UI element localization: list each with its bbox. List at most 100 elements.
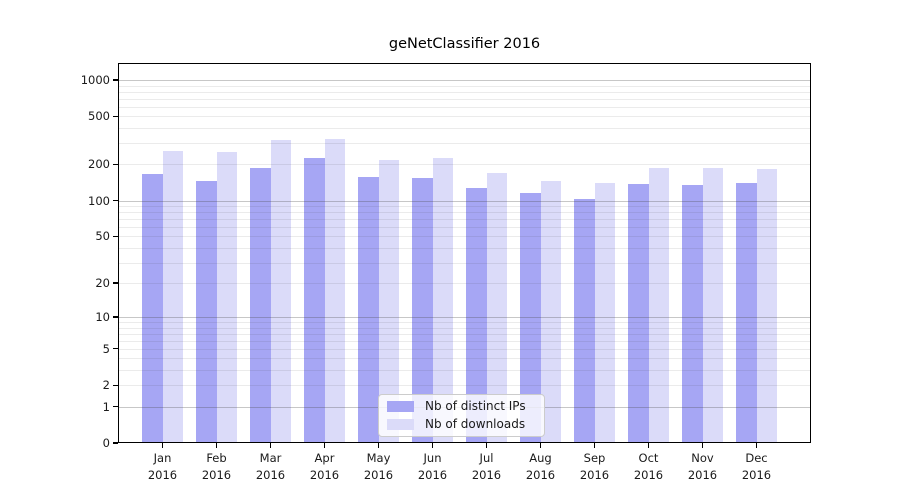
bar-nb-of-downloads-mar-2016 <box>270 139 291 443</box>
x-tick-label: Dec 2016 <box>725 450 789 483</box>
y-grid-minor <box>118 283 811 284</box>
bar-nb-of-downloads-jan-2016 <box>162 150 183 443</box>
y-grid-minor <box>118 116 811 118</box>
y-grid-minor <box>118 247 811 249</box>
bar-nb-of-distinct-ips-jan-2016 <box>142 173 163 443</box>
legend-swatch-downloads <box>387 419 414 430</box>
x-tick <box>161 443 164 448</box>
y-tick-label: 200 <box>88 157 110 172</box>
x-tick-label-line: 2016 <box>147 467 178 482</box>
bar-nb-of-distinct-ips-apr-2016 <box>304 158 325 443</box>
legend-swatch-distinct-ips <box>387 401 414 412</box>
y-tick <box>113 163 118 165</box>
legend-label-distinct-ips: Nb of distinct IPs <box>425 399 526 413</box>
x-tick-label-line: Jan <box>153 451 172 465</box>
x-tick-label-line: Apr <box>314 451 335 465</box>
x-tick <box>755 443 758 448</box>
plot-area <box>118 63 811 443</box>
y-grid-minor <box>118 340 811 342</box>
bar-nb-of-distinct-ips-jun-2016 <box>412 178 433 443</box>
x-tick <box>431 443 434 448</box>
x-tick-label-line: Jul <box>479 451 494 465</box>
x-tick-label-line: Oct <box>638 451 659 465</box>
y-grid-minor <box>118 219 811 220</box>
bar-nb-of-distinct-ips-dec-2016 <box>736 183 757 443</box>
bar-nb-of-downloads-oct-2016 <box>648 168 669 443</box>
y-grid-minor <box>118 106 811 108</box>
x-tick <box>269 443 272 448</box>
y-tick-label: 50 <box>95 229 110 244</box>
y-tick <box>113 79 118 81</box>
x-tick <box>593 443 596 448</box>
x-tick-label-line: 2016 <box>687 467 718 482</box>
x-tick-label: Oct 2016 <box>617 450 681 483</box>
x-tick <box>215 443 218 448</box>
y-tick <box>113 199 118 202</box>
y-grid-minor <box>118 322 811 323</box>
y-grid-minor <box>118 98 811 100</box>
bar-nb-of-downloads-nov-2016 <box>702 167 723 443</box>
x-tick <box>377 443 380 448</box>
x-tick-label: Jun 2016 <box>401 450 465 483</box>
y-tick <box>113 406 118 408</box>
x-tick-label-line: 2016 <box>741 467 772 482</box>
x-tick <box>701 443 704 448</box>
y-grid-minor <box>118 262 811 264</box>
y-grid-major <box>118 200 811 202</box>
legend-item-distinct-ips: Nb of distinct IPs <box>387 399 536 414</box>
y-tick <box>113 115 118 117</box>
x-tick-label-line: 2016 <box>525 467 556 482</box>
y-tick-label: 10 <box>95 310 110 324</box>
y-tick-label: 20 <box>95 276 110 290</box>
y-grid-minor <box>118 385 811 387</box>
y-grid-minor <box>118 164 811 166</box>
x-tick <box>323 443 326 448</box>
x-tick-label-line: 2016 <box>417 467 448 482</box>
bar-nb-of-distinct-ips-aug-2016 <box>520 192 541 443</box>
x-tick <box>485 443 488 448</box>
x-tick-label: Feb 2016 <box>185 450 249 483</box>
bar-nb-of-downloads-sep-2016 <box>594 183 615 443</box>
y-grid-minor <box>118 212 811 214</box>
x-tick-label-line: May <box>366 451 391 465</box>
bar-nb-of-downloads-feb-2016 <box>216 152 237 443</box>
x-tick-label: Jan 2016 <box>131 450 195 483</box>
y-grid-major <box>118 80 811 81</box>
bar-nb-of-distinct-ips-jul-2016 <box>466 187 487 443</box>
x-tick-label: Mar 2016 <box>239 450 303 483</box>
x-tick-label: Jul 2016 <box>455 450 519 483</box>
legend-item-downloads: Nb of downloads <box>387 417 536 432</box>
x-tick-label-line: Mar <box>259 451 282 465</box>
grid-layer <box>118 63 811 443</box>
x-tick-label-line: Dec <box>745 451 768 465</box>
x-tick <box>647 443 650 448</box>
y-grid-minor <box>118 227 811 228</box>
x-tick-label: Apr 2016 <box>293 450 357 483</box>
bar-nb-of-downloads-apr-2016 <box>324 139 345 443</box>
y-tick-label: 1000 <box>80 73 110 87</box>
x-tick-label-line: 2016 <box>633 467 664 482</box>
y-tick-label: 1 <box>102 399 110 414</box>
y-grid-minor <box>118 370 811 372</box>
x-tick <box>539 443 542 448</box>
chart-title: geNetClassifier 2016 <box>388 36 541 52</box>
legend: Nb of distinct IPs Nb of downloads <box>378 394 545 437</box>
bar-nb-of-downloads-may-2016 <box>378 160 399 443</box>
y-tick <box>113 282 118 284</box>
y-grid-minor <box>118 91 811 93</box>
x-tick-label-line: 2016 <box>255 467 286 482</box>
bar-nb-of-downloads-dec-2016 <box>756 168 777 443</box>
y-grid-minor <box>118 327 811 329</box>
bars-layer <box>118 63 811 443</box>
y-tick-label: 2 <box>102 378 110 393</box>
x-tick-label-line: 2016 <box>579 467 610 482</box>
x-tick-label-line: Jun <box>423 451 442 465</box>
y-tick <box>113 348 118 350</box>
x-tick-label-line: Sep <box>583 451 606 465</box>
x-tick-label-line: 2016 <box>309 467 340 482</box>
bar-nb-of-downloads-aug-2016 <box>540 181 561 443</box>
y-tick <box>113 235 118 237</box>
y-grid-minor <box>118 358 811 360</box>
y-grid-major <box>118 317 811 318</box>
y-grid-minor <box>118 236 811 238</box>
